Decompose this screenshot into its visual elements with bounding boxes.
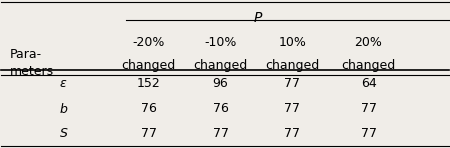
Text: 64: 64 <box>361 77 377 90</box>
Text: $S$: $S$ <box>59 127 68 140</box>
Text: 96: 96 <box>213 77 229 90</box>
Text: $\varepsilon$: $\varepsilon$ <box>59 77 68 90</box>
Text: 77: 77 <box>284 102 300 115</box>
Text: 77: 77 <box>212 127 229 140</box>
Text: 77: 77 <box>284 77 300 90</box>
Text: -20%: -20% <box>133 36 165 49</box>
Text: Para-
meters: Para- meters <box>9 48 54 78</box>
Text: changed: changed <box>342 59 396 72</box>
Text: 76: 76 <box>212 102 229 115</box>
Text: $P$: $P$ <box>253 11 264 25</box>
Text: 77: 77 <box>284 127 300 140</box>
Text: changed: changed <box>194 59 248 72</box>
Text: 152: 152 <box>137 77 161 90</box>
Text: 77: 77 <box>360 127 377 140</box>
Text: 77: 77 <box>360 102 377 115</box>
Text: 20%: 20% <box>355 36 382 49</box>
Text: changed: changed <box>122 59 176 72</box>
Text: 10%: 10% <box>279 36 306 49</box>
Text: 77: 77 <box>141 127 157 140</box>
Text: changed: changed <box>265 59 320 72</box>
Text: $b$: $b$ <box>59 102 68 116</box>
Text: 76: 76 <box>141 102 157 115</box>
Text: -10%: -10% <box>204 36 237 49</box>
